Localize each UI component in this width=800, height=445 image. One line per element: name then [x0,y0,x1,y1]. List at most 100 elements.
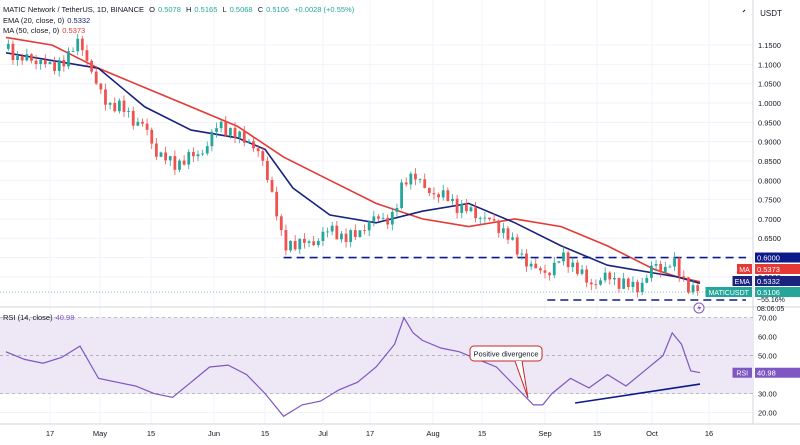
resistance-price-tag-bg [755,252,800,263]
candle-body [478,217,482,219]
candle-body [557,261,561,263]
change-pct-label: −55.16% [757,297,785,304]
candle-body [603,272,607,281]
candle-body [437,194,440,198]
low-label: L [222,5,227,14]
candle-body [224,121,228,136]
candle-body [150,129,154,144]
lightning-icon[interactable] [693,302,705,314]
candle-body [76,38,80,52]
time-tick-label: 17 [366,429,374,438]
candle-body [303,238,306,243]
candle-body [57,59,61,72]
candle-body [164,152,168,161]
high-value: 0.5165 [194,5,218,14]
candle-body [131,110,135,126]
candle-body [529,263,533,267]
candle-body [640,282,644,293]
rsi-tick-label: 50.00 [758,352,777,361]
candle-body [154,143,158,157]
rsi-tick-label: 60.00 [758,333,777,342]
candle-body [631,281,635,288]
candle-body [326,231,329,233]
rsi-side-label: RSI [736,371,748,378]
time-tick-label: Jun [208,429,220,438]
ma-price-tag: 0.5373 [757,265,780,274]
candle-body [168,156,172,161]
candle-body [335,225,339,240]
candle-body [562,252,565,262]
rsi-band [0,317,753,394]
annotation-text: Positive divergence [473,350,538,359]
candle-body [580,269,584,274]
candle-body [645,277,649,283]
candle-body [122,100,126,112]
candle-body [127,110,131,112]
annotation-box [469,345,543,362]
candle-body [330,225,334,232]
candle-body [497,220,501,233]
candle-body [460,203,464,213]
last-price-tag: 0.5106 [757,288,780,297]
candle-body [613,277,616,280]
candle-body [381,217,385,219]
candle-body [483,217,487,219]
candle-body [566,252,570,268]
candle-body [543,270,547,273]
price-tick-label: 0.7500 [758,196,781,205]
candle-body [215,128,218,132]
candle-body [316,241,320,246]
candle-body [691,285,695,293]
time-axis: 17 May 15 Jun 15 Jul 17 Aug 15 Sep 15 Oct 16 [46,429,713,438]
price-tick-label: 0.6500 [758,234,781,243]
rsi-tick-label: 70.00 [758,314,777,323]
candle-body [372,216,376,222]
change-value: +0.0028 (+0.55%) [294,5,355,14]
candle-body [71,51,75,52]
candle-body [39,60,43,65]
candle-body [353,230,357,238]
candle-body [474,207,478,219]
candle-body [67,51,70,67]
candle-body [492,219,496,221]
candle-body [687,277,690,293]
candle-body [173,156,177,170]
rsi-value-tag: 40.98 [757,369,776,378]
rsi-legend-label: RSI (14, close) [3,313,53,322]
candle-body [256,148,260,152]
candle-body [136,121,140,126]
candle-body [201,153,205,155]
candle-body [48,62,52,65]
rsi-line [5,316,701,418]
candle-body [575,262,579,274]
time-tick-label: Jul [318,429,328,438]
ma-legend-value: 0.5373 [62,26,86,35]
time-tick-label: Sep [538,429,551,438]
ma-price-tag-bg [755,264,800,274]
candle-body [404,182,408,185]
candle-body [11,43,15,61]
candle-body [145,123,149,130]
candle-body [159,152,163,157]
candle-body [266,160,269,180]
candle-body [377,216,380,219]
time-tick-label: 15 [593,429,601,438]
candle-body [321,231,325,242]
high-label: H [186,5,192,14]
candle-body [242,131,246,143]
candle-body [511,237,515,240]
rsi-side-label-bg [732,367,752,378]
candle-body [187,152,191,165]
candle-body [432,193,436,195]
candle-body [293,240,297,250]
candle-body [589,282,593,285]
candle-body [20,56,24,61]
price-tick-label: 1.1500 [758,41,781,50]
ma-50-line [5,36,701,283]
candle-body [409,173,413,185]
price-tick-label: 0.9500 [758,118,781,127]
candle-body [663,266,667,273]
rsi-tick-label: 30.00 [758,390,777,399]
time-tick-label: 17 [46,429,54,438]
